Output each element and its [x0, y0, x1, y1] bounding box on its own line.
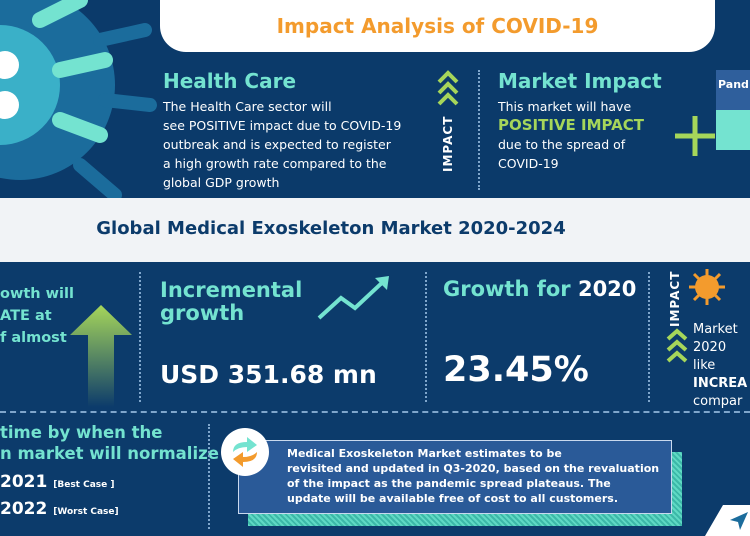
text-line: due to the spread of — [498, 137, 626, 152]
virus-illustration-icon — [0, 0, 157, 202]
growth-2020-value: 23.45% — [443, 350, 589, 390]
health-care-text: The Health Care sector will see POSITIVE… — [163, 97, 401, 192]
incremental-heading: Incremental growth — [160, 279, 302, 325]
text-line: 2020 like — [693, 340, 727, 373]
virus-orange-icon — [689, 269, 725, 305]
text-line: owth will — [0, 286, 74, 302]
text-line: n market will normalize — [0, 444, 219, 463]
positive-impact-highlight: POSITIVE IMPACT — [498, 116, 644, 134]
text-line: a high growth rate compared to the — [163, 156, 387, 171]
text-line: Market — [693, 322, 738, 337]
chevrons-up-icon — [437, 70, 459, 106]
divider — [208, 424, 210, 529]
text-line: of the impact as the pandemic spread pla… — [287, 477, 611, 490]
impact-label: IMPACT — [441, 115, 455, 172]
divider — [648, 272, 650, 402]
subtitle: Global Medical Exoskeleton Market 2020-2… — [96, 218, 566, 239]
pandemic-box-fill — [716, 110, 750, 150]
text-line: outbreak and is expected to register — [163, 137, 391, 152]
text-line: This market will have — [498, 99, 632, 114]
growth-year: 2020 — [577, 277, 637, 301]
divider — [425, 272, 427, 402]
arrow-up-icon — [70, 305, 132, 407]
impact-col-text: Market 2020 like INCREA compar — [693, 321, 750, 411]
normalize-heading: time by when the n market will normalize — [0, 422, 219, 464]
health-care-heading: Health Care — [163, 69, 297, 93]
page-title: Impact Analysis of COVID-19 — [276, 14, 599, 38]
market-impact-heading: Market Impact — [498, 69, 662, 93]
text-line: Medical Exoskeleton Market estimates to … — [287, 447, 562, 460]
text-line: Incremental — [160, 278, 303, 302]
title-card — [160, 0, 715, 52]
best-year: 2021 — [0, 472, 48, 492]
worst-year: 2022 — [0, 499, 48, 519]
update-note: Medical Exoskeleton Market estimates to … — [238, 440, 672, 514]
market-impact-text: This market will have POSITIVE IMPACT du… — [498, 97, 644, 173]
growth-text: owth will ATE at f almost — [0, 283, 74, 349]
text-line: compar — [693, 394, 743, 409]
growth-chart-icon — [317, 276, 389, 320]
divider — [478, 70, 480, 190]
pandemic-box: Pand — [716, 70, 750, 110]
best-case: 2021 [Best Case ] — [0, 472, 115, 492]
worst-label: [Worst Case] — [53, 507, 119, 517]
subtitle-band — [0, 198, 750, 262]
text-line: growth — [160, 301, 245, 325]
growth-label: Growth for — [443, 277, 571, 301]
text-line: time by when the — [0, 423, 163, 442]
chevrons-up-icon — [666, 328, 688, 363]
impact-label: IMPACT — [668, 270, 682, 327]
best-label: [Best Case ] — [53, 480, 115, 490]
text-line: INCREA — [693, 376, 748, 391]
worst-case: 2022 [Worst Case] — [0, 499, 119, 519]
divider — [0, 411, 750, 413]
growth-2020-heading: Growth for 2020 — [443, 277, 636, 301]
incremental-value: USD 351.68 mn — [160, 360, 377, 389]
refresh-icon — [221, 428, 269, 476]
text-line: revisited and updated in Q3-2020, based … — [287, 462, 660, 475]
text-line: ATE at — [0, 308, 52, 324]
text-line: f almost — [0, 330, 67, 346]
plus-icon — [675, 116, 715, 156]
text-line: see POSITIVE impact due to COVID-19 — [163, 118, 402, 133]
text-line: global GDP growth — [163, 175, 280, 190]
divider — [139, 272, 141, 402]
text-line: The Health Care sector will — [163, 99, 332, 114]
logo-arrow-icon — [730, 512, 748, 530]
text-line: update will be available free of cost to… — [287, 492, 619, 505]
text-line: COVID-19 — [498, 156, 559, 171]
